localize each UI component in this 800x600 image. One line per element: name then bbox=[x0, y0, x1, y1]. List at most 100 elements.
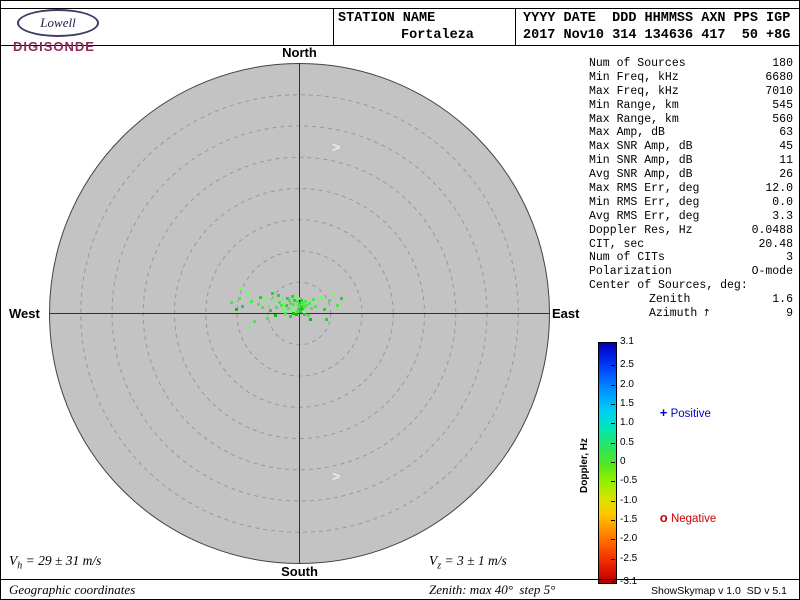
horizontal-velocity-text: Vh = 29 ± 31 m/s bbox=[9, 553, 101, 572]
footer-zenith-step-label: Zenith: max 40° step 5° bbox=[429, 582, 556, 597]
stat-label: CIT, sec bbox=[589, 237, 645, 251]
stat-row: Max SNR Amp, dB 45 bbox=[589, 140, 793, 154]
stat-row: Avg SNR Amp, dB 26 bbox=[589, 168, 793, 182]
colorbar bbox=[598, 342, 617, 584]
stat-value: O-mode bbox=[751, 265, 793, 279]
stat-value: 12.0 bbox=[765, 182, 793, 196]
stat-label: Doppler Res, Hz bbox=[589, 223, 693, 237]
stat-label: Num of CITs bbox=[589, 251, 665, 265]
station-name-value: Fortaleza bbox=[401, 28, 474, 43]
colorbar-tick-mark bbox=[611, 481, 615, 483]
header-divider-right bbox=[515, 8, 516, 45]
colorbar-tick-label: 2.0 bbox=[620, 378, 634, 390]
stat-value: 45 bbox=[779, 140, 793, 154]
colorbar-tick-mark bbox=[611, 342, 615, 343]
lowell-digisonde-logo: Lowell DIGISONDE bbox=[13, 9, 125, 54]
stat-label: Max Amp, dB bbox=[589, 126, 665, 140]
stat-label: Max RMS Err, deg bbox=[589, 182, 700, 196]
footer-version-label: ShowSkymap v 1.0 SD v 5.1 bbox=[651, 585, 787, 597]
colorbar-tick-label: 1.5 bbox=[620, 397, 634, 409]
legend-negative-label: Negative bbox=[670, 513, 717, 525]
colorbar-tick-mark bbox=[611, 581, 615, 582]
stat-row: Zenith 1.6 bbox=[589, 293, 793, 307]
stat-value: 560 bbox=[772, 112, 793, 126]
vh-value: = 29 ± 31 m/s bbox=[22, 553, 102, 568]
legend-positive: + Positive bbox=[647, 393, 711, 432]
stat-label: Min RMS Err, deg bbox=[589, 195, 700, 209]
colorbar-tick-mark bbox=[611, 384, 615, 386]
stat-label: Avg SNR Amp, dB bbox=[589, 168, 693, 182]
stat-label: Center of Sources, deg: bbox=[589, 279, 748, 293]
stat-label: Max SNR Amp, dB bbox=[589, 140, 693, 154]
legend-negative: o Negative bbox=[647, 498, 717, 537]
colorbar-title: Doppler, Hz bbox=[579, 437, 590, 493]
stat-row: Max Range, km 560 bbox=[589, 113, 793, 127]
skymap-plot bbox=[49, 63, 550, 564]
circle-icon: o bbox=[659, 510, 668, 525]
footer-rule bbox=[1, 579, 799, 580]
colorbar-tick-mark bbox=[611, 423, 615, 425]
stat-value: 1.6 bbox=[772, 293, 793, 307]
stat-value: 11 bbox=[779, 154, 793, 168]
stat-label: Max Range, km bbox=[589, 112, 679, 126]
colorbar-tick-mark bbox=[611, 403, 615, 405]
colorbar-tick-mark bbox=[611, 520, 615, 522]
chevron-marker-top-icon: > bbox=[332, 139, 341, 155]
colorbar-tick-label: 2.5 bbox=[620, 359, 634, 371]
stat-value: 26 bbox=[779, 168, 793, 182]
axes-crosshair bbox=[49, 63, 550, 564]
stat-label: Min Freq, kHz bbox=[589, 70, 679, 84]
colorbar-tick-label: 0.5 bbox=[620, 436, 634, 448]
stat-label: Zenith bbox=[649, 293, 691, 307]
colorbar-tick-mark bbox=[611, 365, 615, 367]
vz-value: = 3 ± 1 m/s bbox=[441, 553, 507, 568]
lowell-logo-ellipse: Lowell bbox=[17, 9, 99, 37]
stat-row: CIT, sec 20.48 bbox=[589, 238, 793, 252]
stat-value: 180 bbox=[772, 57, 793, 70]
stat-value: 0.0488 bbox=[751, 223, 793, 237]
stat-row: Max Freq, kHz 7010 bbox=[589, 85, 793, 99]
stat-value: 20.48 bbox=[758, 237, 793, 251]
stat-value: 63 bbox=[779, 126, 793, 140]
vz-subscript: z bbox=[437, 560, 442, 572]
stat-label: Azimuth ↑ bbox=[649, 307, 712, 321]
colorbar-tick-mark bbox=[611, 539, 615, 541]
colorbar-tick-label: 1.0 bbox=[620, 417, 634, 429]
stat-value: 0.0 bbox=[772, 195, 793, 209]
header-divider-left bbox=[333, 8, 334, 45]
stat-value: 3.3 bbox=[772, 209, 793, 223]
source-points bbox=[230, 287, 343, 330]
colorbar-tick-mark bbox=[611, 500, 615, 502]
compass-north-label: North bbox=[282, 45, 317, 60]
statistics-panel: Num of Sources 180 Min Freq, kHz 6680 Max Fr… bbox=[589, 57, 793, 321]
colorbar-tick-label: -1.5 bbox=[620, 514, 638, 526]
stat-label: Max Freq, kHz bbox=[589, 84, 679, 98]
logo-digisonde-text: DIGISONDE bbox=[13, 39, 95, 54]
compass-south-label: South bbox=[281, 564, 318, 579]
stat-value: 9 bbox=[786, 307, 793, 321]
stat-row: Min SNR Amp, dB 11 bbox=[589, 154, 793, 168]
stat-row: Min RMS Err, deg 0.0 bbox=[589, 196, 793, 210]
plus-icon: + bbox=[659, 405, 668, 420]
colorbar-tick-label: 3.1 bbox=[620, 336, 634, 347]
colorbar-tick-label: -0.5 bbox=[620, 475, 638, 487]
stat-row: Doppler Res, Hz 0.0488 bbox=[589, 224, 793, 238]
header-values-row: 2017 Nov10 314 134636 417 50 +8G bbox=[523, 28, 791, 43]
stat-label: Min Range, km bbox=[589, 98, 679, 112]
compass-east-label: East bbox=[552, 306, 580, 321]
stat-row: Avg RMS Err, deg 3.3 bbox=[589, 210, 793, 224]
azimuth-arrow-icon: ↑ bbox=[701, 307, 712, 320]
colorbar-tick-label: -3.1 bbox=[620, 576, 638, 587]
stat-row: Azimuth ↑ 9 bbox=[589, 307, 793, 321]
stat-label: Num of Sources bbox=[589, 57, 686, 70]
logo-lowell-text: Lowell bbox=[40, 15, 76, 30]
station-name-label: STATION NAME bbox=[338, 11, 436, 26]
stat-label: Avg RMS Err, deg bbox=[589, 209, 700, 223]
stat-row: Min Freq, kHz 6680 bbox=[589, 71, 793, 85]
stat-row: Max Amp, dB 63 bbox=[589, 126, 793, 140]
stat-label: Polarization bbox=[589, 265, 672, 279]
colorbar-tick-mark bbox=[611, 462, 615, 463]
stat-value: 545 bbox=[772, 98, 793, 112]
vh-subscript: h bbox=[17, 560, 23, 572]
